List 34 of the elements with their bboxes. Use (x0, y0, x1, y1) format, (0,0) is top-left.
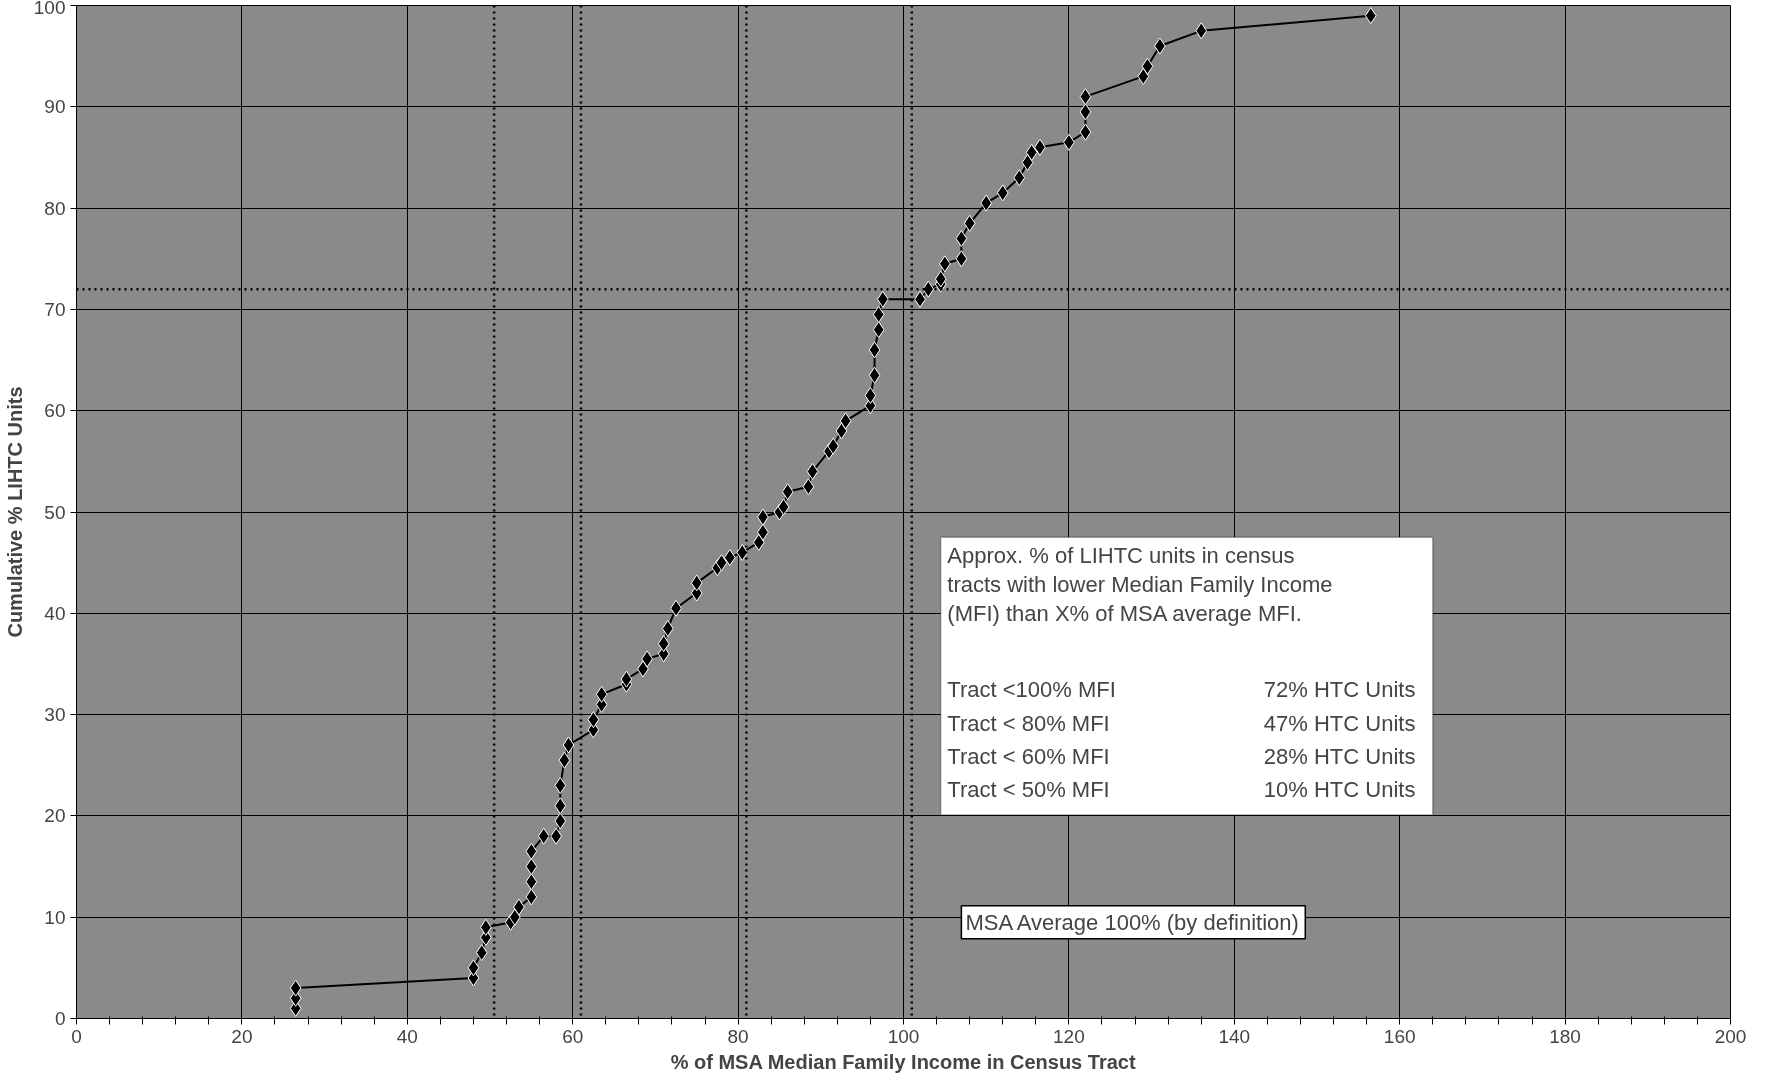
y-tick-label: 100 (33, 0, 66, 18)
annotation: Approx. % of LIHTC units in census tracts with lower Median Family Income (MFI) than X% of MSA average MFI. (947, 543, 1333, 626)
x-tick-label: 140 (1218, 1025, 1251, 1047)
y-tick-label: 50 (44, 501, 66, 523)
y-tick-label: 60 (44, 400, 66, 422)
y-tick-label: 0 (54, 1008, 66, 1029)
x-tick-label: 120 (1053, 1025, 1085, 1047)
x-axis-title: % of MSA Median Family Income in Census Tract (670, 1050, 1136, 1073)
x-tick-label: 180 (1549, 1025, 1581, 1047)
annotation: Tract < 50% MFI (947, 777, 1110, 803)
x-tick-label: 60 (562, 1025, 584, 1047)
annotation: 10% HTC Units (1263, 777, 1416, 803)
y-axis-title: Cumulative % LIHTC Units (3, 386, 26, 638)
x-tick-label: 40 (396, 1025, 418, 1047)
x-tick-label: 80 (727, 1025, 749, 1047)
y-tick-label: 30 (44, 704, 66, 726)
y-tick-label: 80 (44, 197, 66, 219)
x-tick-label: 200 (1714, 1025, 1747, 1047)
annotation: 28% HTC Units (1263, 743, 1416, 769)
y-tick-label: 20 (44, 805, 66, 827)
y-tick-label: 70 (44, 298, 66, 320)
annotation: 47% HTC Units (1263, 710, 1416, 736)
annotation: Tract < 80% MFI (947, 710, 1110, 736)
annotation: Tract < 60% MFI (947, 743, 1110, 769)
annotation: MSA Average 100% (by definition) (965, 909, 1299, 935)
x-tick-label: 20 (231, 1025, 253, 1047)
y-tick-label: 40 (44, 602, 66, 624)
x-tick-label: 0 (71, 1025, 82, 1047)
x-tick-label: 160 (1383, 1025, 1416, 1047)
annotation: 72% HTC Units (1263, 677, 1416, 703)
annotation: Tract <100% MFI (947, 677, 1116, 703)
y-tick-label: 10 (44, 906, 66, 928)
x-tick-label: 100 (887, 1025, 920, 1047)
y-tick-label: 90 (44, 96, 66, 118)
